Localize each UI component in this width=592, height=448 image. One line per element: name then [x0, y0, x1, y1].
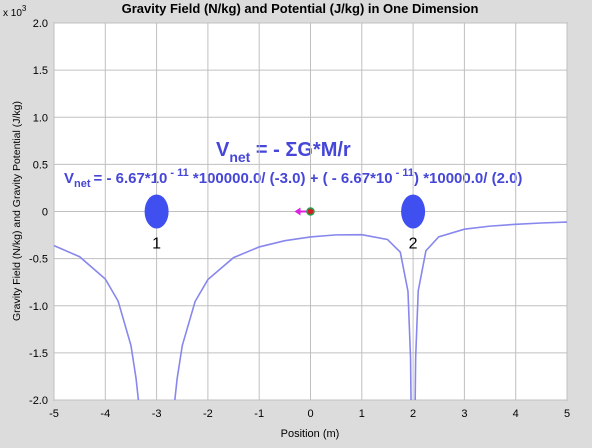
formula-v: V	[216, 139, 230, 161]
x-tick-label: -5	[49, 408, 59, 420]
y-tick-label: 0	[42, 207, 48, 219]
y-tick-label: 0.5	[33, 159, 48, 171]
x-axis-label: Position (m)	[281, 428, 340, 440]
mass-label: 1	[152, 236, 161, 253]
x-tick-label: 5	[564, 408, 570, 420]
field-arrow-head	[294, 207, 301, 216]
y-tick-label: -0.5	[29, 254, 48, 266]
formula-2: Vnet = - 6.67*10 - 11 *100000.0/ (-3.0) +…	[64, 167, 522, 190]
multiplier-exp: 3	[22, 4, 27, 13]
x-tick-label: 1	[359, 408, 365, 420]
x-tick-label: -1	[254, 408, 264, 420]
multiplier-base: x 10	[3, 8, 22, 19]
plot-layer	[54, 221, 567, 400]
formula-exp: - 11	[393, 167, 414, 179]
y-multiplier: x 103	[3, 4, 27, 19]
potential-curve	[54, 221, 567, 400]
y-tick-label: -1.5	[29, 348, 48, 360]
formula-exp: - 11	[167, 167, 188, 179]
y-tick-label: 1.0	[33, 112, 48, 124]
mass-label: 2	[409, 236, 418, 253]
mass	[401, 194, 426, 229]
x-tick-label: -2	[203, 408, 213, 420]
formula-part: *100000.0/ (-3.0) + ( - 6.67*10	[189, 170, 393, 187]
mass	[144, 194, 169, 229]
y-tick-label: -2.0	[29, 395, 48, 407]
y-tick-label: -1.0	[29, 301, 48, 313]
formula-sub: net	[229, 149, 250, 165]
x-tick-label: -4	[100, 408, 110, 420]
formula-part: ) *10000.0/ (2.0)	[414, 170, 522, 187]
x-tick-label: 3	[461, 408, 467, 420]
formula-v: V	[64, 170, 74, 187]
x-tick-label: 4	[513, 408, 519, 420]
x-tick-label: -3	[152, 408, 162, 420]
formula-rest: = - ΣG*M/r	[250, 139, 351, 161]
x-tick-label: 2	[410, 408, 416, 420]
chart-title: Gravity Field (N/kg) and Potential (J/kg…	[122, 1, 479, 16]
y-axis-label: Gravity Field (N/kg) and Gravity Potenti…	[11, 101, 23, 321]
formula-part: = - 6.67*10	[94, 170, 168, 187]
y-tick-label: 2.0	[33, 18, 48, 30]
test-point	[306, 207, 315, 216]
formula-1: Vnet = - ΣG*M/r	[216, 139, 351, 165]
y-tick-label: 1.5	[33, 65, 48, 77]
x-tick-label: 0	[307, 408, 313, 420]
formula-sub: net	[74, 178, 91, 190]
